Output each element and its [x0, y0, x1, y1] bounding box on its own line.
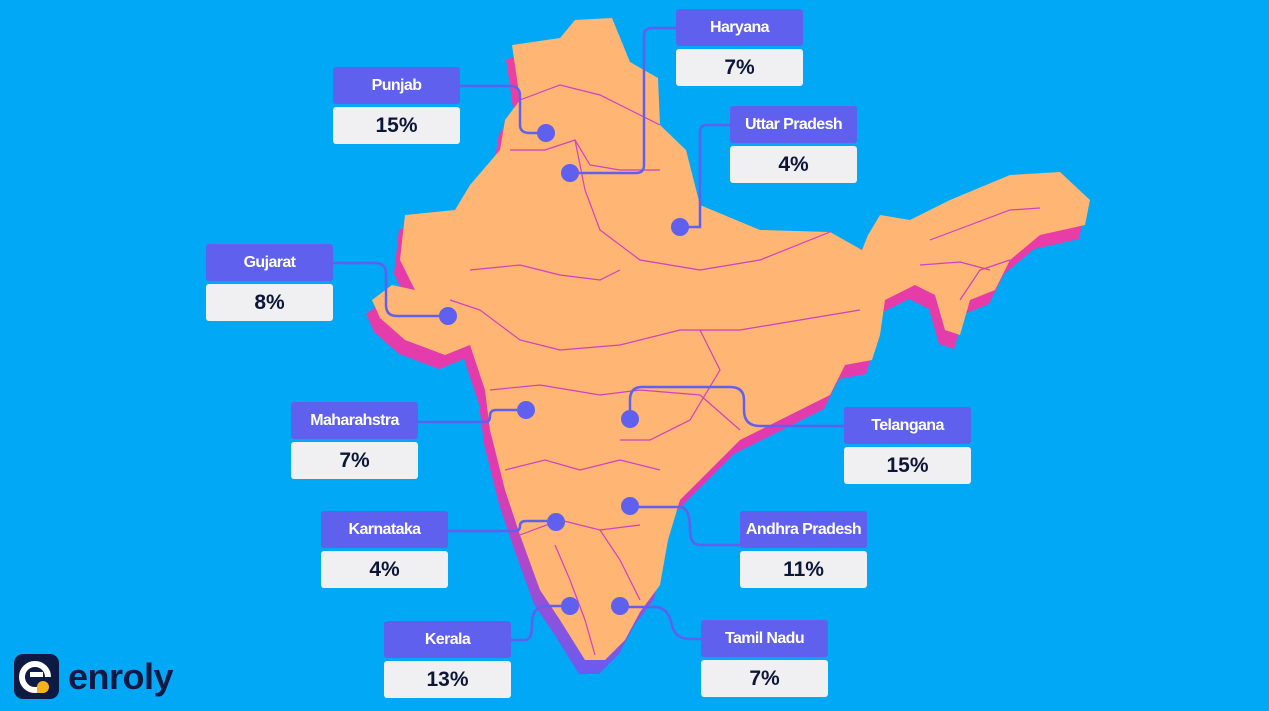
marker-karnataka	[547, 513, 565, 531]
state-name: Telangana	[844, 407, 971, 444]
label-punjab: Punjab 15%	[333, 67, 460, 144]
state-value: 11%	[740, 551, 867, 588]
marker-telangana	[621, 410, 639, 428]
state-value: 7%	[676, 49, 803, 86]
label-gujarat: Gujarat 8%	[206, 244, 333, 321]
label-telangana: Telangana 15%	[844, 407, 971, 484]
label-kerala: Kerala 13%	[384, 621, 511, 698]
marker-kerala	[561, 597, 579, 615]
state-name: Haryana	[676, 9, 803, 46]
state-name: Gujarat	[206, 244, 333, 281]
marker-andhra-pradesh	[621, 497, 639, 515]
state-name: Karnataka	[321, 511, 448, 548]
marker-uttar-pradesh	[671, 218, 689, 236]
state-value: 8%	[206, 284, 333, 321]
state-name: Kerala	[384, 621, 511, 658]
state-value: 13%	[384, 661, 511, 698]
state-value: 15%	[333, 107, 460, 144]
state-value: 4%	[321, 551, 448, 588]
label-andhra-pradesh: Andhra Pradesh 11%	[740, 511, 867, 588]
state-value: 7%	[291, 442, 418, 479]
state-name: Maharahstra	[291, 402, 418, 439]
state-value: 4%	[730, 146, 857, 183]
label-uttar-pradesh: Uttar Pradesh 4%	[730, 106, 857, 183]
label-tamil-nadu: Tamil Nadu 7%	[701, 620, 828, 697]
brand-name: enroly	[68, 655, 174, 697]
state-name: Andhra Pradesh	[740, 511, 867, 548]
state-borders	[449, 84, 1041, 656]
marker-punjab	[537, 124, 555, 142]
marker-haryana	[561, 164, 579, 182]
state-name: Tamil Nadu	[701, 620, 828, 657]
enroly-logo-icon	[14, 654, 59, 699]
label-haryana: Haryana 7%	[676, 9, 803, 86]
marker-maharashtra	[517, 401, 535, 419]
label-maharashtra: Maharahstra 7%	[291, 402, 418, 479]
marker-tamil-nadu	[611, 597, 629, 615]
map-land	[372, 18, 1090, 660]
state-name: Uttar Pradesh	[730, 106, 857, 143]
state-value: 7%	[701, 660, 828, 697]
connector-lines	[333, 26, 845, 642]
marker-gujarat	[439, 307, 457, 325]
state-name: Punjab	[333, 67, 460, 104]
markers	[439, 124, 689, 615]
brand-logo: enroly	[14, 654, 174, 699]
label-karnataka: Karnataka 4%	[321, 511, 448, 588]
state-value: 15%	[844, 447, 971, 484]
